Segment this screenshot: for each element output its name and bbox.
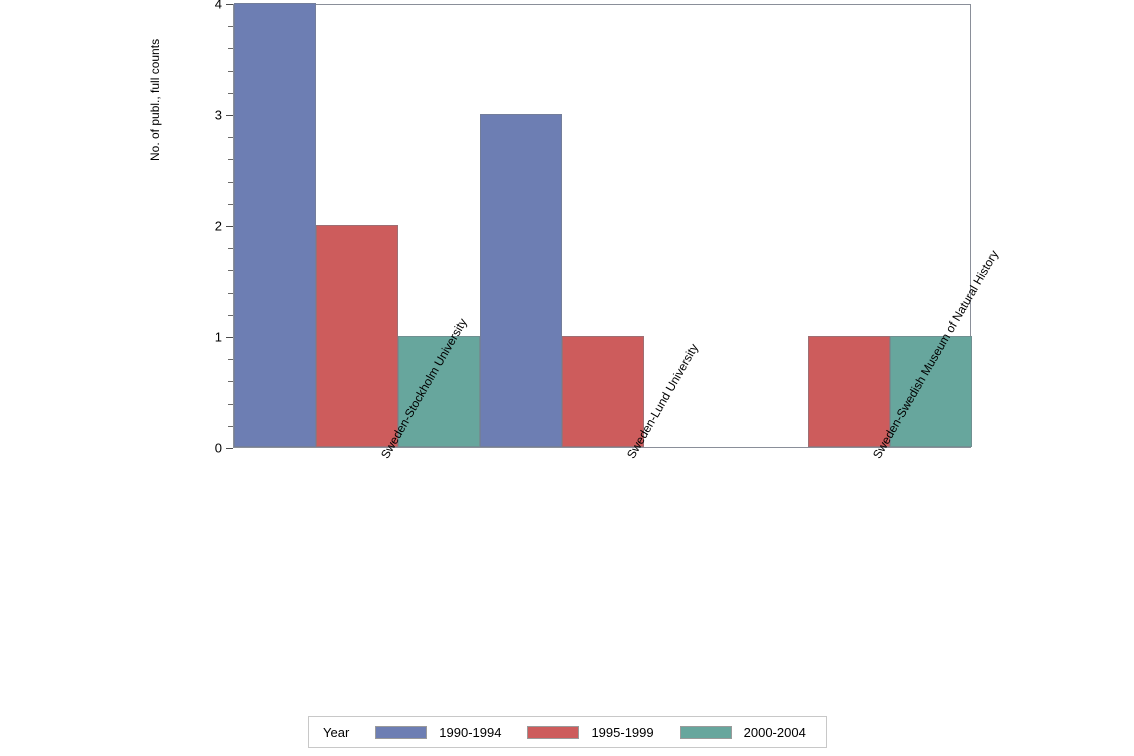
y-axis-minor-tick: [228, 181, 233, 183]
y-axis-minor-tick: [228, 248, 233, 250]
legend-title: Year: [323, 724, 350, 740]
y-axis-tick-label: 0: [214, 440, 222, 456]
bar-group: [480, 5, 726, 447]
bar: [562, 336, 644, 447]
y-axis: 0 1 2 3 4: [0, 0, 233, 456]
legend-label: 1990-1994: [439, 724, 502, 740]
y-axis-major-tick: [226, 115, 233, 116]
y-axis-major-tick: [226, 448, 233, 449]
y-axis-minor-tick: [228, 137, 233, 139]
y-axis-tick-label: 1: [214, 329, 222, 345]
legend-entry[interactable]: 1990-1994: [375, 725, 501, 740]
y-axis-major-tick: [226, 4, 233, 5]
bar: [808, 336, 890, 447]
legend-swatch: [679, 725, 732, 739]
y-axis-minor-tick: [228, 70, 233, 72]
y-axis-minor-tick: [228, 203, 233, 205]
legend-swatch: [527, 725, 580, 739]
legend-label: 1995-1999: [591, 724, 654, 740]
y-axis-minor-tick: [228, 425, 233, 427]
y-axis-minor-tick: [228, 48, 233, 50]
y-axis-minor-tick: [228, 270, 233, 272]
legend-entry[interactable]: 2000-2004: [679, 724, 806, 740]
y-axis-minor-tick: [228, 359, 233, 361]
y-axis-major-tick: [226, 226, 233, 227]
y-axis-minor-tick: [228, 26, 233, 28]
plot-area: [233, 3, 972, 448]
legend-entries: 1990-1994 1995-1999 2000-2004: [375, 725, 832, 740]
y-axis-minor-tick: [228, 292, 233, 294]
bar-group: [234, 3, 480, 447]
legend-swatch: [375, 725, 428, 739]
bar: [398, 336, 480, 447]
y-axis-minor-tick: [228, 92, 233, 94]
y-axis-minor-tick: [228, 159, 233, 161]
y-axis-tick-label: 2: [214, 218, 222, 234]
y-axis-minor-tick: [228, 314, 233, 316]
bar: [480, 114, 562, 447]
bar: [234, 3, 316, 447]
legend: Year 1990-1994 1995-1999 2000-2004: [308, 716, 827, 748]
y-axis-title: No. of publ., full counts: [148, 38, 162, 161]
y-axis-minor-tick: [228, 403, 233, 405]
bar-group: [726, 5, 972, 447]
bar: [890, 336, 972, 447]
bar: [316, 225, 398, 447]
y-axis-tick-label: 4: [214, 0, 222, 12]
legend-entry[interactable]: 1995-1999: [527, 724, 654, 740]
y-axis-minor-tick: [228, 381, 233, 383]
y-axis-tick-label: 3: [214, 107, 222, 123]
y-axis-major-tick: [226, 337, 233, 338]
legend-label: 2000-2004: [743, 724, 806, 740]
